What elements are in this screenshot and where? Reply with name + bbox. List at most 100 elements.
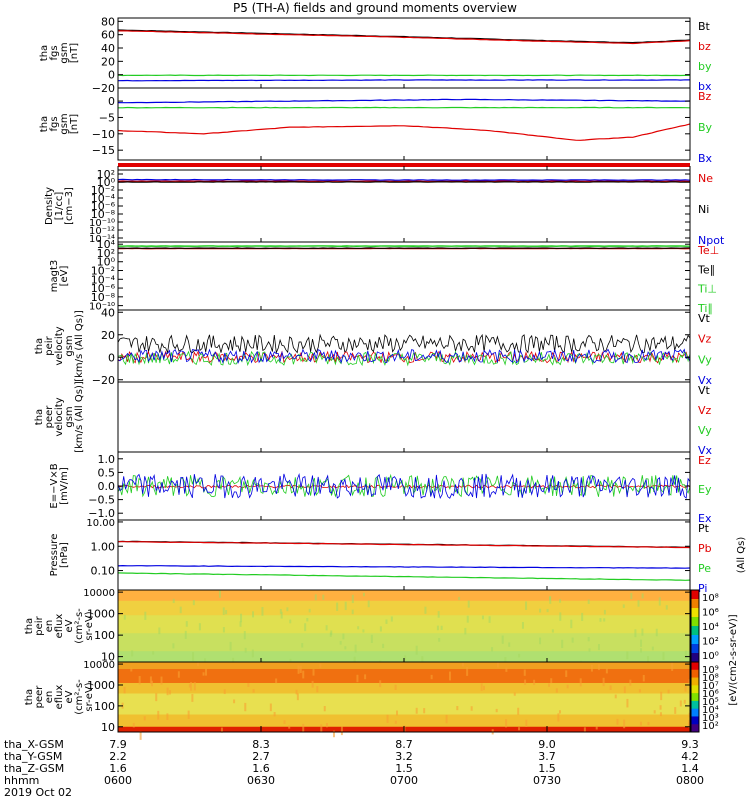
heatmap-texture bbox=[289, 619, 292, 624]
heatmap-texture bbox=[364, 674, 367, 680]
colorbar-segment bbox=[691, 590, 699, 600]
ephemeris-value: 9.0 bbox=[538, 738, 556, 751]
heatmap-row bbox=[118, 712, 690, 715]
panel-frame bbox=[117, 241, 691, 311]
heatmap-row bbox=[118, 647, 690, 650]
heatmap-row bbox=[118, 644, 690, 647]
heatmap-texture bbox=[467, 600, 470, 608]
heatmap-row bbox=[118, 700, 690, 703]
heatmap-texture bbox=[603, 609, 606, 615]
heatmap-row bbox=[118, 640, 690, 643]
heatmap-texture bbox=[244, 702, 247, 712]
ephemeris-label-y: tha_Y-GSM bbox=[4, 750, 63, 763]
ephemeris-value: 4.2 bbox=[681, 750, 699, 763]
y-tick-label: 0 bbox=[108, 69, 115, 82]
heatmap-texture bbox=[184, 630, 187, 639]
heatmap-texture bbox=[640, 639, 643, 647]
heatmap-texture bbox=[299, 665, 302, 674]
heatmap-texture bbox=[160, 676, 163, 685]
heatmap-texture bbox=[273, 712, 276, 717]
heatmap-texture bbox=[561, 639, 564, 649]
heatmap-texture bbox=[172, 643, 175, 649]
heatmap-texture bbox=[404, 655, 407, 661]
y-tick-label: 10 bbox=[101, 651, 115, 664]
heatmap-row bbox=[118, 711, 690, 714]
colorbar-tick-label: 10² bbox=[702, 721, 719, 732]
y-tick-label: 10⁻⁶ bbox=[91, 200, 116, 213]
heatmap-texture bbox=[132, 722, 135, 728]
heatmap-texture bbox=[518, 727, 521, 731]
x-tick-label: 0800 bbox=[676, 774, 704, 787]
date-label: 2019 Oct 02 bbox=[4, 786, 73, 799]
heatmap-texture bbox=[225, 610, 228, 615]
y-tick-label: −20 bbox=[92, 82, 115, 95]
heatmap-row bbox=[118, 716, 690, 719]
colorbar-tick-label: 10⁰ bbox=[702, 651, 719, 662]
heatmap-texture bbox=[587, 599, 590, 604]
colorbar-tick-label: 10⁷ bbox=[702, 681, 719, 692]
legend-entry: Pt bbox=[698, 522, 710, 535]
heatmap-texture bbox=[424, 606, 427, 614]
heatmap-texture bbox=[626, 651, 629, 660]
y-tick-label: 10⁻⁸ bbox=[91, 291, 116, 304]
heatmap-texture bbox=[557, 713, 560, 722]
legend-entry: Vt bbox=[698, 384, 711, 397]
heatmap-texture bbox=[304, 623, 307, 632]
heatmap-texture bbox=[597, 644, 600, 651]
heatmap-texture bbox=[558, 710, 561, 714]
heatmap-row bbox=[118, 665, 690, 668]
heatmap-row bbox=[118, 626, 690, 629]
heatmap-texture bbox=[320, 724, 323, 732]
y-tick-label: 10² bbox=[97, 247, 115, 260]
heatmap-texture bbox=[385, 619, 388, 624]
heatmap-texture bbox=[501, 635, 504, 644]
heatmap-row bbox=[118, 683, 690, 686]
legend-entry: Ne bbox=[698, 172, 713, 185]
y-axis-label: peir bbox=[44, 335, 55, 355]
y-tick-label: 60 bbox=[101, 29, 115, 42]
legend-entry: Bx bbox=[698, 152, 713, 165]
y-axis-label: tha bbox=[24, 618, 35, 634]
panel-frame bbox=[117, 87, 691, 161]
heatmap-texture bbox=[662, 652, 665, 661]
heatmap-texture bbox=[394, 684, 397, 691]
heatmap-texture bbox=[332, 730, 335, 738]
colorbar-segment bbox=[691, 653, 699, 663]
y-axis-label: tha bbox=[39, 45, 50, 61]
heatmap-texture bbox=[623, 719, 626, 729]
heatmap-row bbox=[118, 686, 690, 689]
heatmap-texture bbox=[190, 681, 193, 691]
y-tick-label: −0.5 bbox=[88, 494, 115, 507]
heatmap-texture bbox=[659, 705, 662, 710]
heatmap-row bbox=[118, 663, 690, 666]
series-line-Ex bbox=[117, 472, 691, 500]
colorbar-tick-label: 10² bbox=[702, 637, 719, 648]
heatmap-texture bbox=[220, 727, 223, 733]
y-tick-label: −5 bbox=[99, 111, 115, 124]
heatmap-texture bbox=[223, 689, 226, 695]
legend-entry: Pb bbox=[698, 542, 712, 555]
heatmap-texture bbox=[198, 623, 201, 631]
heatmap-texture bbox=[149, 676, 152, 684]
heatmap-texture bbox=[674, 707, 677, 714]
heatmap-texture bbox=[415, 707, 418, 714]
y-axis-label: peer bbox=[34, 685, 45, 709]
heatmap-texture bbox=[637, 600, 640, 607]
heatmap-texture bbox=[243, 631, 246, 640]
heatmap-texture bbox=[168, 690, 171, 695]
legend-entry: bx bbox=[698, 80, 712, 93]
legend-entry: Pe bbox=[698, 562, 711, 575]
heatmap-texture bbox=[297, 665, 300, 674]
heatmap-texture bbox=[344, 601, 347, 611]
heatmap-texture bbox=[251, 649, 254, 658]
y-axis-label: eflux bbox=[54, 685, 65, 710]
y-tick-label: 0 bbox=[108, 95, 115, 108]
heatmap-texture bbox=[247, 682, 250, 687]
heatmap-texture bbox=[559, 598, 562, 603]
heatmap-texture bbox=[336, 602, 339, 611]
heatmap-texture bbox=[130, 667, 133, 672]
heatmap-texture bbox=[683, 699, 686, 704]
y-axis-label: magt3 bbox=[49, 260, 60, 293]
legend-entry: Ni bbox=[698, 203, 709, 216]
